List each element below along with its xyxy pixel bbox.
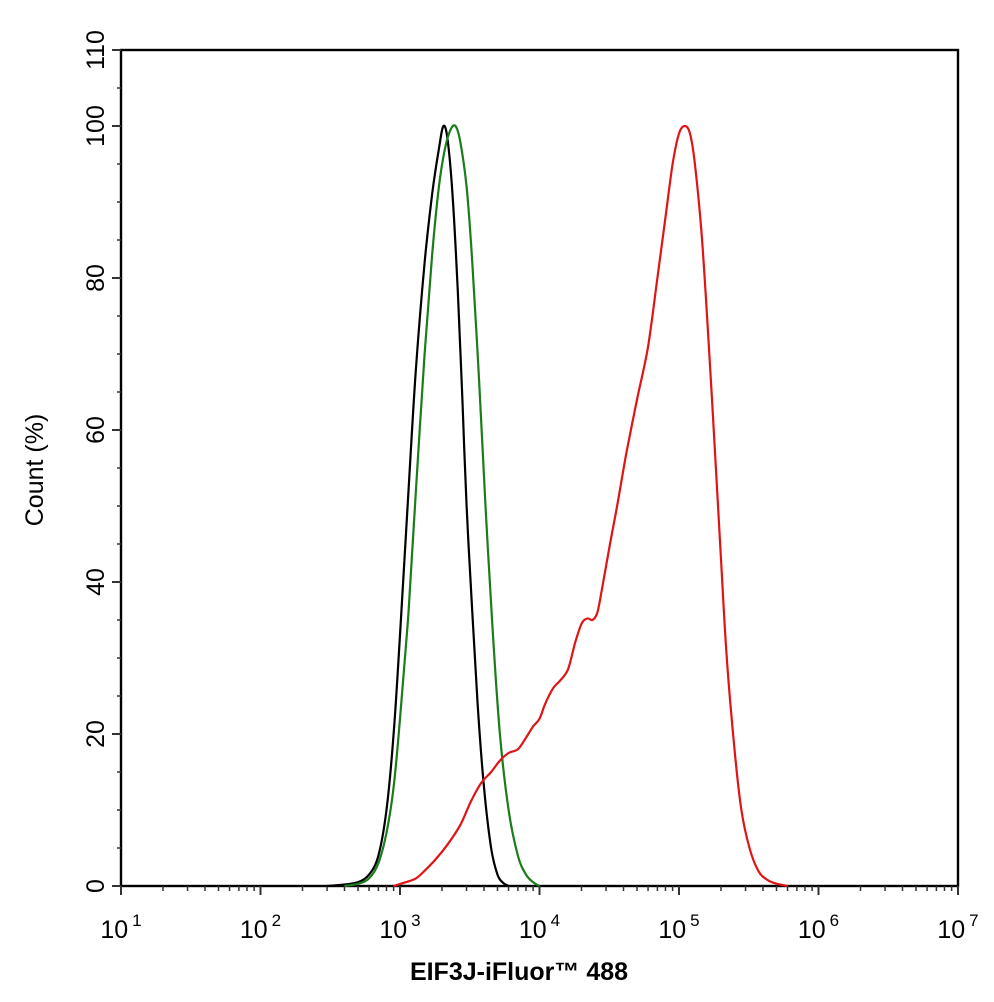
x-tick-label: 10 5	[658, 911, 699, 944]
y-tick-label: 60	[82, 416, 110, 444]
series-line-2	[344, 124, 541, 888]
y-axis: 0 20 40 60 80 100 110	[82, 30, 121, 893]
y-tick-label: 40	[82, 568, 110, 596]
x-axis-title: EIF3J-iFluor™ 488	[410, 958, 628, 986]
x-tick-label: 10 4	[519, 911, 560, 944]
series-layer	[326, 124, 788, 888]
y-tick-label: 0	[82, 879, 110, 893]
x-tick-label: 10 7	[937, 911, 978, 944]
y-tick-label: 20	[82, 720, 110, 748]
x-tick-label: 10 3	[379, 911, 420, 944]
series-line-1	[326, 124, 510, 888]
x-tick-label: 10 2	[240, 911, 281, 944]
x-tick-label: 10 1	[100, 911, 141, 944]
x-axis: 10 1 10 2 10 3 10 4 10 5 10 6 10 7	[100, 886, 979, 944]
plot-frame	[119, 48, 960, 888]
y-axis-title: Count (%)	[21, 414, 49, 527]
y-tick-label: 80	[82, 264, 110, 292]
series-line-3	[393, 124, 788, 888]
y-tick-label: 110	[82, 30, 110, 70]
y-tick-label: 100	[82, 105, 110, 147]
x-tick-label: 10 6	[798, 911, 839, 944]
